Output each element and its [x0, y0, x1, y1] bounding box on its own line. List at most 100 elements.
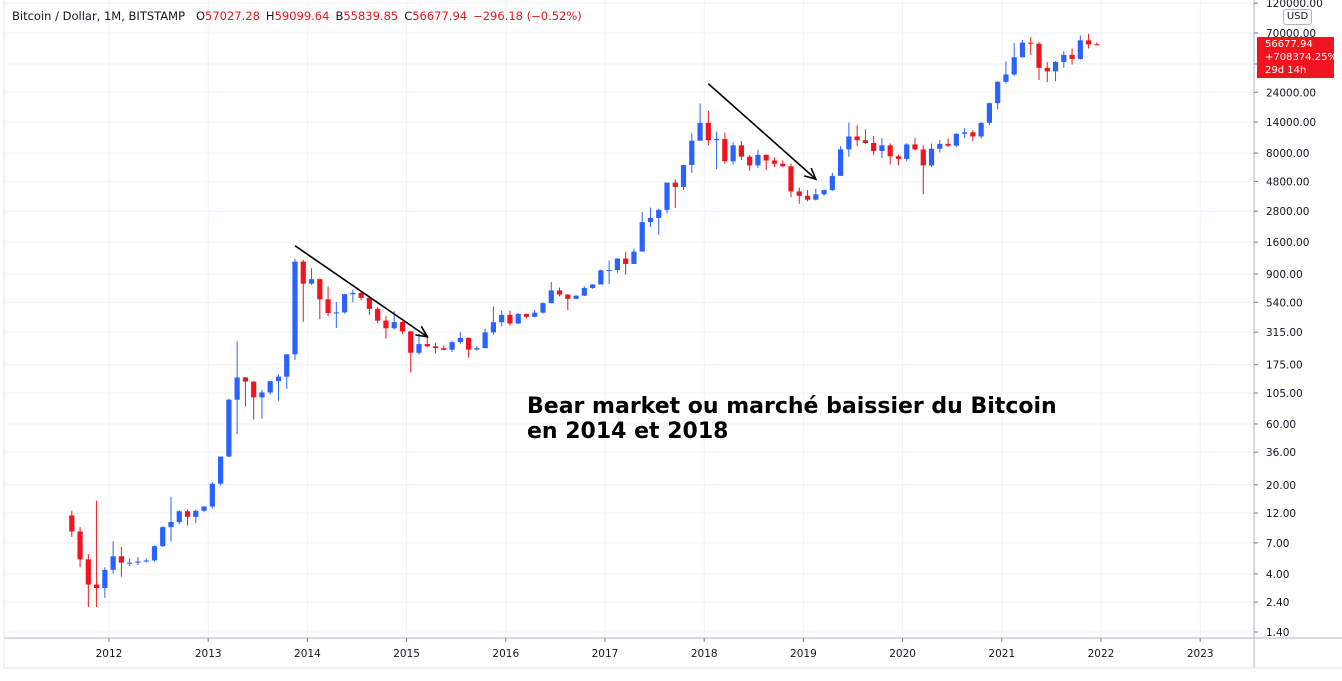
x-tick-label: 2019: [790, 648, 817, 660]
candle: [623, 251, 629, 275]
candle-body: [1028, 42, 1034, 44]
candle: [1019, 39, 1026, 58]
candle-body: [647, 217, 654, 223]
candle: [242, 377, 248, 407]
candle-body: [697, 122, 703, 141]
candle-body: [995, 81, 1001, 104]
candle-body: [656, 209, 662, 218]
candle-body: [135, 561, 141, 563]
candle-body: [581, 287, 587, 296]
symbol-title: Bitcoin / Dollar, 1M, BITSTAMP: [12, 9, 185, 23]
candle: [1052, 60, 1059, 82]
candle: [1044, 62, 1050, 83]
grid-lines: [4, 0, 1254, 638]
candle-body: [325, 299, 331, 314]
candle: [350, 289, 356, 303]
candle: [689, 133, 695, 173]
candle: [697, 103, 703, 141]
candle-body: [466, 337, 472, 350]
candle-body: [482, 332, 488, 349]
candle: [995, 81, 1001, 110]
candle-body: [317, 279, 323, 300]
candle-body: [813, 194, 819, 200]
candle-body: [242, 377, 248, 382]
y-tick-label: 7.00: [1266, 538, 1289, 550]
candle-body: [259, 392, 265, 398]
change-value: −296.18 (−0.52%): [473, 9, 582, 23]
candle: [573, 295, 579, 300]
candle-body: [532, 312, 538, 317]
candle-body: [375, 308, 381, 321]
candle: [804, 190, 811, 202]
candle: [135, 557, 141, 565]
candle-body: [953, 133, 959, 146]
candle-body: [308, 279, 315, 284]
currency-button[interactable]: USD: [1283, 9, 1312, 25]
candle-body: [292, 261, 298, 355]
chart-frame: [3, 0, 1342, 669]
candle: [821, 189, 827, 196]
candle: [730, 142, 736, 165]
candle-body: [1019, 42, 1026, 58]
candle-body: [1094, 44, 1100, 46]
candle: [342, 293, 348, 314]
y-tick-label: 175.00: [1266, 360, 1303, 372]
candle: [680, 165, 687, 190]
candle: [201, 506, 207, 513]
candle-body: [151, 546, 158, 561]
high-label: H: [265, 9, 275, 23]
candle-body: [680, 165, 687, 187]
candle: [234, 341, 240, 435]
candle: [705, 110, 711, 146]
candle: [614, 258, 620, 273]
y-tick-label: 4800.00: [1266, 176, 1309, 188]
y-tick-label: 12.00: [1266, 508, 1296, 520]
candle: [639, 211, 645, 252]
candle: [788, 163, 794, 198]
last-price-value: 56677.94: [1265, 39, 1313, 50]
low-label: B: [335, 9, 344, 23]
candle: [1003, 61, 1009, 84]
candle: [85, 554, 91, 607]
candle-body: [986, 103, 992, 123]
candle: [664, 182, 670, 214]
candle: [523, 313, 530, 319]
candle: [1077, 35, 1083, 60]
bear-market-arrow-line: [294, 245, 428, 338]
candle-body: [962, 132, 968, 134]
candle: [581, 286, 587, 297]
candle: [838, 145, 844, 176]
candle-body: [871, 142, 877, 152]
candle-body: [333, 312, 339, 314]
candle-body: [846, 136, 852, 150]
candle: [714, 131, 720, 170]
candle: [449, 340, 455, 353]
candle-body: [598, 270, 604, 285]
candle-body: [449, 342, 455, 350]
candle: [631, 248, 637, 264]
candle-body: [77, 531, 83, 560]
candle: [565, 294, 571, 311]
candle-body: [366, 297, 372, 309]
candle: [978, 122, 984, 139]
candle-body: [614, 258, 620, 271]
candle-body: [457, 337, 463, 343]
candle-body: [267, 381, 273, 393]
y-tick-label: 1600.00: [1266, 237, 1309, 249]
y-tick-label: 1.40: [1266, 627, 1289, 639]
candle: [970, 130, 976, 142]
candle-body: [234, 377, 240, 400]
candle: [895, 154, 902, 166]
candle-body: [342, 294, 348, 313]
candle-body: [730, 145, 736, 162]
candle: [771, 157, 778, 168]
candle: [887, 143, 893, 165]
candle-body: [118, 556, 124, 563]
x-tick-label: 2020: [889, 648, 916, 660]
candle-body: [102, 569, 108, 588]
candle-body: [565, 294, 571, 299]
candle-body: [912, 144, 918, 150]
x-tick-label: 2023: [1187, 648, 1214, 660]
